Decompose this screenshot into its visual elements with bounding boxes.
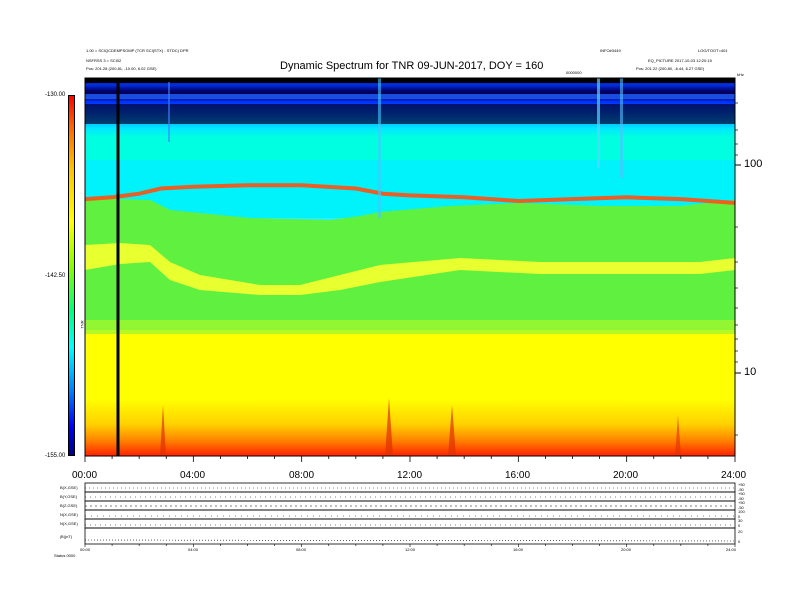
bottom-x-tick-label: 08:00 [296, 547, 307, 552]
panel-right-tick: -50 [738, 496, 744, 501]
bottom-x-tick-label: 00:00 [80, 547, 91, 552]
bottom-panels-traces [84, 487, 736, 542]
bottom-x-tick-label: 20:00 [621, 547, 632, 552]
header-info-mid: 0000000 [566, 70, 582, 75]
spectrum-streak [597, 78, 600, 168]
spectrum-transition-band [85, 320, 735, 334]
bottom-x-tick-label: 16:00 [513, 547, 524, 552]
x-tick-label-1600: 16:00 [505, 470, 531, 481]
panel-right-tick: 100 [738, 509, 745, 514]
spectrum-streak [168, 82, 170, 142]
panel-right-tick: +50 [738, 482, 745, 487]
x-tick-marks [84, 456, 736, 462]
header-info-right-top-1: INFO#3449 [600, 48, 621, 53]
panel-right-tick: 0 [738, 539, 741, 544]
colorbar [68, 95, 75, 456]
bottom-x-tick-label: 04:00 [188, 547, 199, 552]
x-tick-label-0400: 04:00 [180, 470, 206, 481]
spectrum-streak [620, 78, 623, 178]
spectrum-top-strip [85, 78, 735, 83]
plasma-line [84, 183, 736, 205]
x-tick-label-2400: 24:00 [721, 470, 747, 481]
spectrum-dark-band [85, 104, 735, 124]
header-corner-unit: kHz [737, 72, 744, 77]
spectrum-spike [448, 405, 456, 456]
colorbar-tick-mid: -142.50 [45, 273, 66, 279]
panel-label-bz: B(Z,GSE) [60, 503, 78, 508]
spectrum-top-light-band [85, 94, 735, 99]
spectrum-spike [385, 398, 393, 456]
panel-right-tick: 0 [738, 514, 741, 519]
panel-right-tick: 20 [738, 529, 743, 534]
bottom-panels-frames [84, 482, 736, 545]
spectrum-lower-band [85, 330, 735, 456]
x-tick-label-1200: 12:00 [397, 470, 423, 481]
bottom-x-tick-label: 24:00 [726, 547, 737, 552]
colorbar-tick-top: -130.00 [45, 92, 66, 98]
panel-right-tick: +50 [738, 491, 745, 496]
spectrum-spike [160, 405, 166, 456]
panel-label-btotal: |B|(nT) [60, 534, 73, 539]
spectrum-streak [378, 78, 381, 218]
spectrum-spike [675, 415, 681, 456]
header-info-right-3: Pos: 201.22 (200.80, -6.44, 6.27 GSE) [636, 66, 705, 71]
x-tick-label-2000: 20:00 [613, 470, 639, 481]
panel-right-tick: 30 [738, 518, 743, 523]
panel-right-tick: -50 [738, 487, 744, 492]
data-gap-line [116, 78, 120, 456]
chart-title: Dynamic Spectrum for TNR 09-JUN-2017, DO… [280, 60, 544, 72]
x-tick-label-0000: 00:00 [72, 470, 98, 481]
header-info-left-3: Pos: 201.28 (200.81, -10.00, 6.02 GSE) [86, 66, 157, 71]
bottom-x-tick-marks [84, 544, 736, 547]
panel-label-bx: B(X,GSE) [60, 485, 78, 490]
panel-right-tick: -50 [738, 505, 744, 510]
panel-right-tick: 0 [738, 523, 741, 528]
panel-label-by: B(Y,GSE) [60, 494, 78, 499]
x-tick-label-0800: 08:00 [289, 470, 315, 481]
status-footer: Status 0000 [54, 553, 76, 558]
colorbar-tick-bottom: -155.00 [45, 453, 66, 459]
panel-label-nx2: N(X,GSE) [60, 521, 78, 526]
header-info-right-2: EQ_PICTURE 2017-10-03 12:20:15 [648, 58, 712, 63]
header-info-right-top-2: LOG/TOOT=401 [698, 48, 728, 53]
header-info-left-2: NSFRSS 3 = SCI02 [86, 58, 122, 63]
header-info-left-1: 1.00 = SCIQCDEMPSOMP (TCR SCI(STX) - STD… [86, 48, 189, 53]
panel-label-nx1: N(X,GSE) [60, 512, 78, 517]
y-minor-ticks [735, 102, 738, 436]
bottom-x-tick-label: 12:00 [405, 547, 416, 552]
y-tick-label-10: 10 [744, 366, 757, 378]
y-tick-label-100: 100 [744, 158, 763, 170]
spectrum-yellow-band [85, 243, 735, 295]
panel-right-tick: +50 [738, 500, 745, 505]
spectrum-plot-area [84, 77, 741, 462]
